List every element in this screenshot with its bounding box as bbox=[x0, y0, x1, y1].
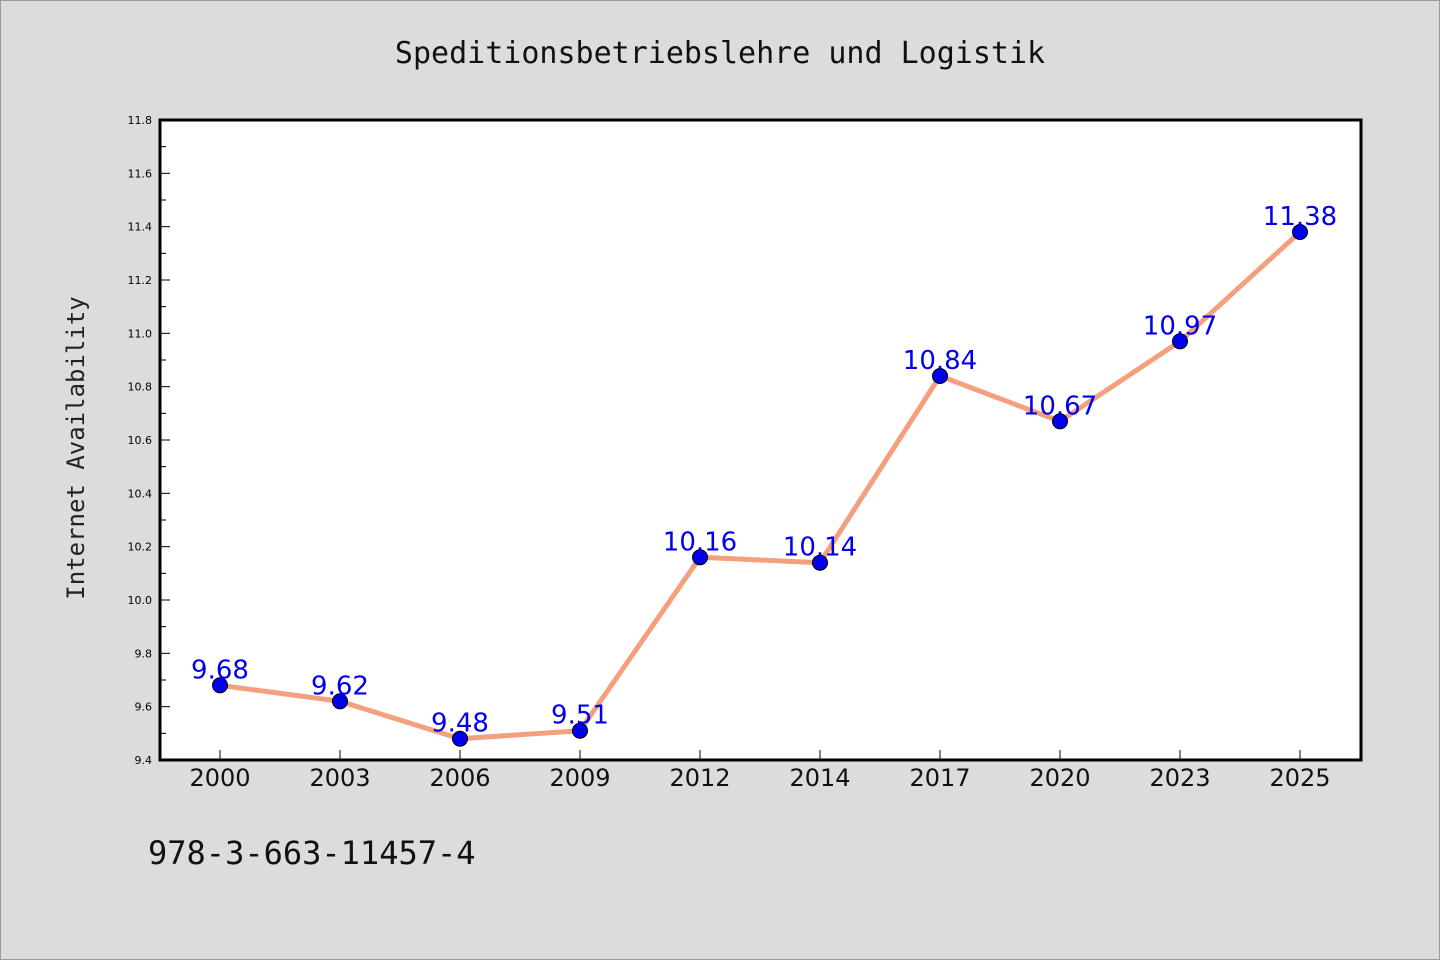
x-tick-label: 2003 bbox=[309, 764, 370, 792]
y-tick-label: 10.6 bbox=[128, 434, 153, 447]
x-tick-label: 2006 bbox=[429, 764, 490, 792]
plot-border bbox=[158, 118, 1363, 762]
y-tick-label: 9.8 bbox=[135, 647, 153, 660]
y-tick-label: 11.0 bbox=[128, 327, 153, 340]
data-point bbox=[1172, 333, 1188, 350]
x-tick-label: 2014 bbox=[789, 764, 850, 792]
y-tick-label: 11.4 bbox=[128, 221, 153, 234]
x-tick-label: 2023 bbox=[1149, 764, 1210, 792]
x-tick-label: 2025 bbox=[1269, 764, 1330, 792]
x-tick-label: 2017 bbox=[909, 764, 970, 792]
data-label: 10.14 bbox=[783, 533, 857, 563]
x-axis-ticks: 2000 2003 2006 2009 2012 2014 2017 2020 2023 2025 bbox=[189, 750, 1331, 792]
data-point bbox=[692, 549, 708, 566]
footer-isbn: 978-3-663-11457-4 bbox=[148, 834, 476, 872]
data-point bbox=[572, 722, 588, 739]
y-tick-label: 10.8 bbox=[128, 381, 153, 394]
data-point bbox=[452, 730, 468, 747]
data-point bbox=[1292, 224, 1308, 240]
data-label: 9.68 bbox=[191, 655, 249, 685]
y-axis-ticks: 9.4 9.6 9.8 10.0 10.2 10.4 10.6 10.8 11.0 11.2 11.… bbox=[128, 114, 170, 767]
data-label: 10.16 bbox=[663, 527, 737, 557]
y-tick-label: 10.0 bbox=[128, 594, 153, 607]
data-label: 10.84 bbox=[903, 346, 977, 376]
data-label: 10.97 bbox=[1143, 311, 1217, 341]
data-point bbox=[1052, 413, 1068, 430]
plot-area bbox=[160, 120, 1361, 760]
data-label: 9.51 bbox=[551, 701, 609, 731]
y-tick-label: 10.2 bbox=[128, 541, 153, 554]
y-tick-label: 11.6 bbox=[128, 167, 153, 180]
chart-title: Speditionsbetriebslehre und Logistik bbox=[395, 36, 1045, 71]
data-point bbox=[812, 554, 828, 571]
y-tick-label: 9.6 bbox=[135, 701, 153, 714]
data-label: 11.38 bbox=[1263, 202, 1337, 232]
x-tick-label: 2000 bbox=[189, 764, 250, 792]
series-line bbox=[217, 229, 1303, 742]
y-tick-label: 9.4 bbox=[135, 754, 153, 767]
y-tick-label: 10.4 bbox=[128, 487, 153, 500]
data-point bbox=[212, 677, 228, 694]
y-axis-label: Internet Availability bbox=[62, 296, 90, 599]
x-tick-label: 2009 bbox=[549, 764, 610, 792]
x-tick-label: 2012 bbox=[669, 764, 730, 792]
data-label: 10.67 bbox=[1023, 391, 1097, 421]
data-label: 9.48 bbox=[431, 709, 489, 739]
data-label: 9.62 bbox=[311, 671, 369, 701]
data-point bbox=[932, 368, 948, 384]
y-tick-label: 11.2 bbox=[128, 274, 153, 287]
data-point bbox=[332, 693, 348, 710]
y-tick-label: 11.8 bbox=[128, 114, 153, 127]
series-layer: 9.68 9.62 9.48 9.51 10.16 10.14 10.84 10.67 10.9… bbox=[191, 202, 1337, 747]
x-tick-label: 2020 bbox=[1029, 764, 1090, 792]
